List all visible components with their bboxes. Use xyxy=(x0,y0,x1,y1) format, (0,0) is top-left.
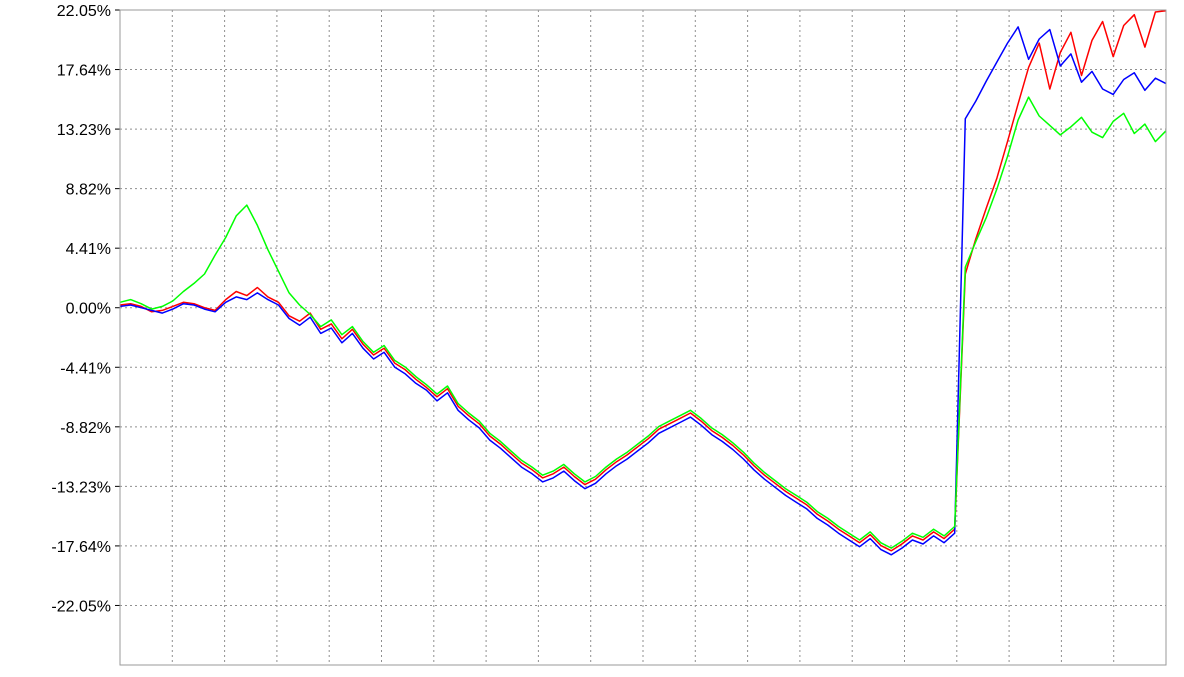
y-tick-label: 0.00% xyxy=(66,301,111,318)
series-line-3 xyxy=(119,96,1167,549)
y-tick-label: -4.41% xyxy=(60,360,111,377)
series-line-2 xyxy=(119,26,1167,556)
y-tick-label: 13.23% xyxy=(57,122,111,139)
y-tick-label: 8.82% xyxy=(66,182,111,199)
y-tick-label: -22.05% xyxy=(51,598,111,615)
series-line-1 xyxy=(119,9,1167,552)
y-tick-label: -13.23% xyxy=(51,479,111,496)
plot-frame xyxy=(119,9,1167,666)
y-tick-label: 4.41% xyxy=(66,241,111,258)
y-tick-label: 17.64% xyxy=(57,63,111,80)
y-tick-labels: 22.05% 17.64% 13.23% 8.82% 4.41% 0.00% -4.41% -… xyxy=(51,3,111,615)
y-tick-label: -8.82% xyxy=(60,420,111,437)
y-tick-label: 22.05% xyxy=(57,3,111,20)
y-tick-label: -17.64% xyxy=(51,539,111,556)
series-lines xyxy=(119,9,1167,556)
grid-lines xyxy=(119,9,1167,665)
